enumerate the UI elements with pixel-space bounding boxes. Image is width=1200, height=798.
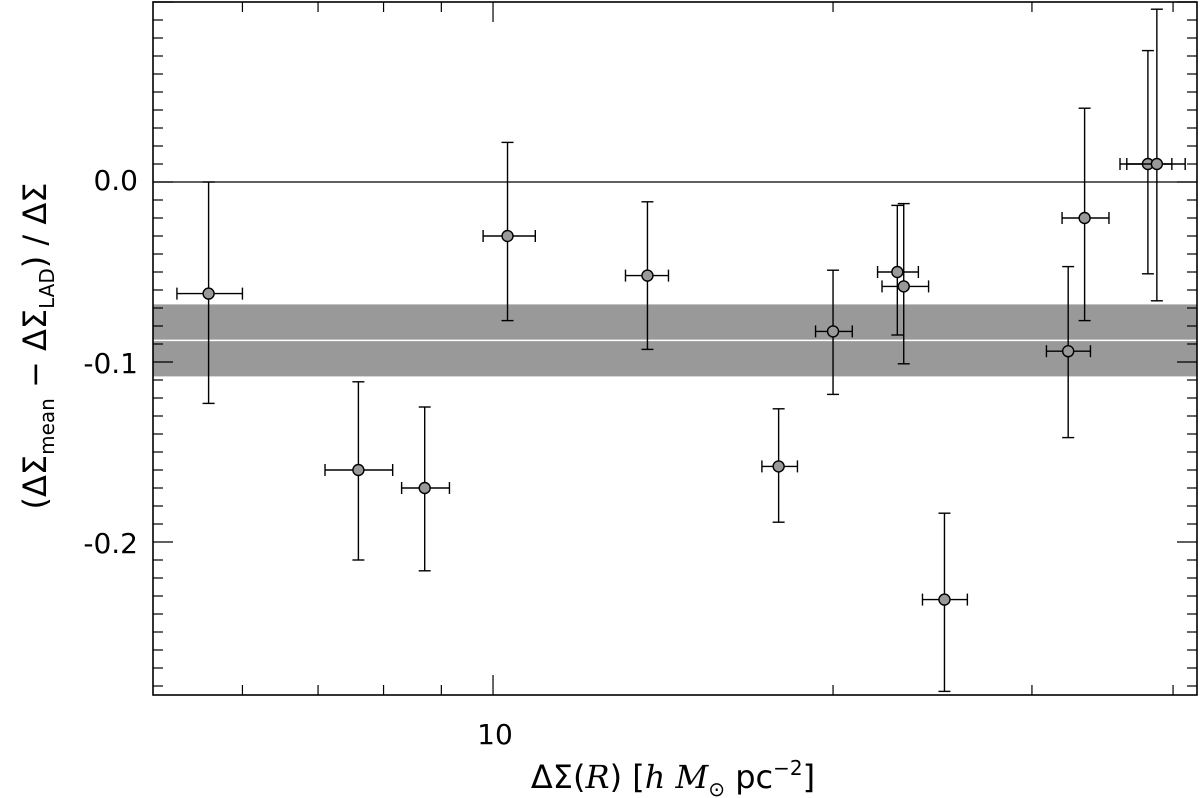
x-label-part7: pc bbox=[725, 758, 773, 796]
data-marker bbox=[897, 280, 910, 293]
data-marker bbox=[1078, 211, 1091, 225]
x-label-part4: h bbox=[645, 758, 666, 796]
data-point-2 bbox=[400, 406, 451, 572]
y-label-sub-lad: LAD bbox=[35, 268, 59, 309]
data-marker bbox=[1061, 345, 1075, 358]
y-tick-label-neg-0-2: -0.2 bbox=[83, 527, 138, 560]
data-point-6 bbox=[814, 269, 853, 396]
data-marker bbox=[501, 229, 514, 243]
y-axis-label: (ΔΣmean − ΔΣLAD) / ΔΣ bbox=[16, 183, 59, 510]
data-point-3 bbox=[482, 141, 536, 322]
x-label-part8: −2 bbox=[773, 756, 802, 780]
x-label-part9: ] bbox=[803, 758, 815, 796]
y-label-prefix: (ΔΣ bbox=[16, 455, 54, 510]
data-point-0 bbox=[176, 181, 244, 405]
x-label-part3: ) [ bbox=[610, 758, 645, 796]
plot-frame bbox=[152, 1, 1198, 696]
x-label-part6: ⊙ bbox=[708, 777, 725, 798]
y-tick-label-neg-0-1: -0.1 bbox=[83, 347, 138, 380]
data-marker bbox=[1150, 157, 1164, 171]
y-label-sub-mean: mean bbox=[35, 398, 59, 455]
data-point-13 bbox=[1126, 8, 1186, 302]
data-points-layer bbox=[176, 8, 1186, 693]
x-label-part1: ΔΣ( bbox=[531, 758, 586, 796]
data-marker bbox=[772, 460, 785, 473]
data-marker bbox=[826, 325, 840, 338]
data-point-4 bbox=[624, 201, 670, 351]
data-point-11 bbox=[1061, 107, 1110, 322]
data-marker bbox=[641, 269, 654, 282]
data-point-5 bbox=[761, 408, 799, 523]
mean-offset-band-layer bbox=[153, 304, 1197, 377]
data-marker bbox=[418, 481, 431, 495]
data-point-9 bbox=[921, 512, 969, 693]
x-label-part2: R bbox=[585, 758, 610, 796]
y-tick-label-0: 0.0 bbox=[93, 164, 138, 197]
x-tick-label-10: 10 bbox=[477, 718, 513, 751]
data-marker bbox=[352, 463, 365, 477]
axis-ticks-layer bbox=[153, 1, 1197, 695]
data-point-12 bbox=[1119, 49, 1173, 275]
data-marker bbox=[938, 593, 951, 606]
x-label-part5: M bbox=[665, 758, 709, 796]
data-point-1 bbox=[324, 381, 394, 561]
data-point-7 bbox=[876, 204, 920, 336]
y-label-middle: − ΔΣ bbox=[16, 309, 54, 398]
data-marker bbox=[891, 265, 904, 279]
x-axis-label: ΔΣ(R) [h M⊙ pc−2] bbox=[531, 756, 815, 798]
data-point-10 bbox=[1045, 265, 1092, 439]
y-label-suffix: ) / ΔΣ bbox=[16, 183, 54, 269]
data-point-8 bbox=[881, 202, 930, 365]
data-marker bbox=[202, 287, 215, 300]
